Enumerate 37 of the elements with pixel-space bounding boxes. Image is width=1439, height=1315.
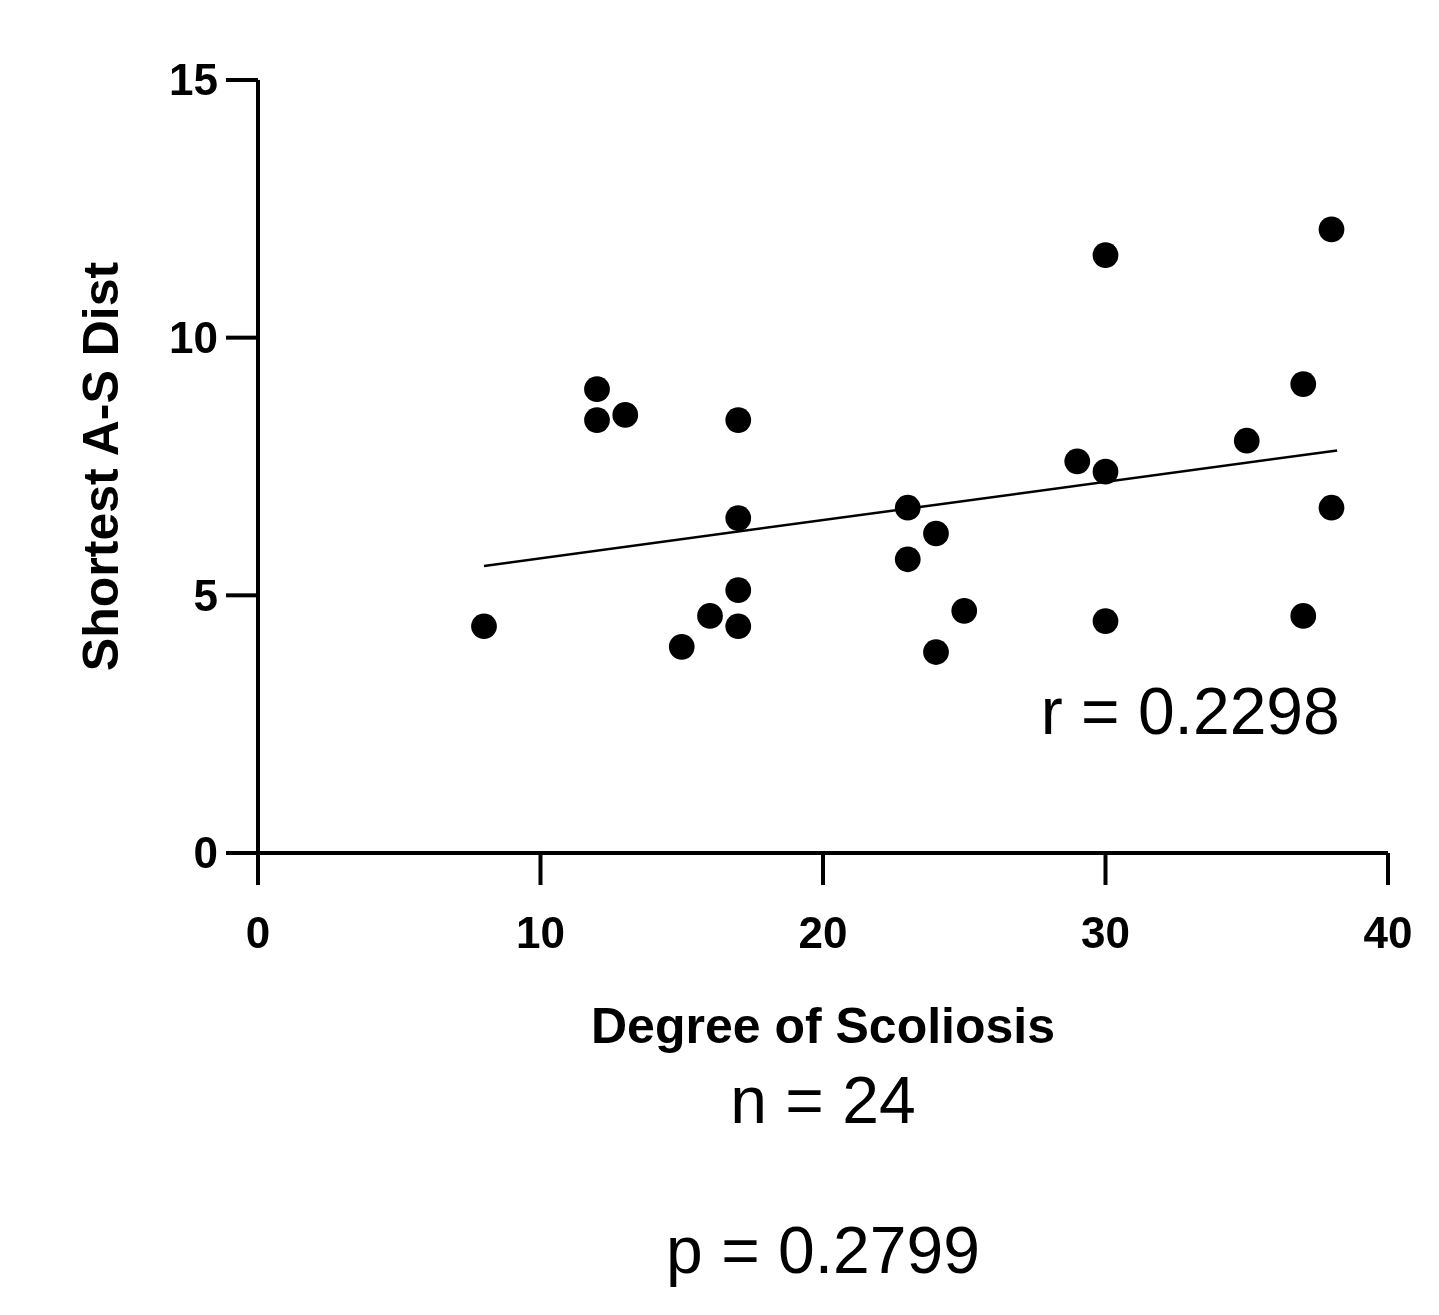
x-tick-label: 10 — [516, 908, 565, 957]
point — [725, 407, 752, 433]
point — [1290, 371, 1317, 397]
point — [725, 577, 752, 604]
point — [725, 505, 752, 531]
point — [1092, 608, 1119, 634]
text: p = 0.2799 — [666, 1213, 980, 1287]
y-tick-label: 10 — [169, 313, 218, 363]
x-axis-title: Degree of Scoliosis — [590, 998, 1056, 1054]
x-tick-label: 0 — [245, 908, 271, 957]
point — [1290, 603, 1317, 629]
y-tick-label: 0 — [193, 828, 218, 878]
y-tick-label: 15 — [169, 55, 218, 105]
text: n = 24 — [730, 1063, 916, 1137]
point — [1092, 458, 1119, 485]
point — [697, 603, 723, 629]
annotation: r = 0.2298 — [1040, 674, 1340, 749]
point — [584, 376, 610, 403]
point — [1233, 427, 1260, 454]
point — [668, 634, 695, 660]
y-tick-label: 5 — [193, 570, 218, 620]
y-axis-title: Shortest A-S Dist — [73, 261, 129, 672]
point — [1318, 216, 1345, 243]
point — [894, 546, 921, 573]
point — [612, 402, 639, 428]
point — [951, 597, 978, 624]
point — [1092, 242, 1119, 269]
x-tick-label: 40 — [1363, 908, 1413, 957]
x-tick-label: 30 — [1081, 908, 1130, 957]
point — [923, 520, 949, 547]
point — [584, 407, 610, 433]
point — [923, 639, 949, 665]
point — [1318, 494, 1345, 521]
point — [1064, 448, 1091, 475]
point — [471, 613, 497, 640]
x-tick-label: 20 — [798, 908, 848, 957]
point — [725, 613, 752, 640]
